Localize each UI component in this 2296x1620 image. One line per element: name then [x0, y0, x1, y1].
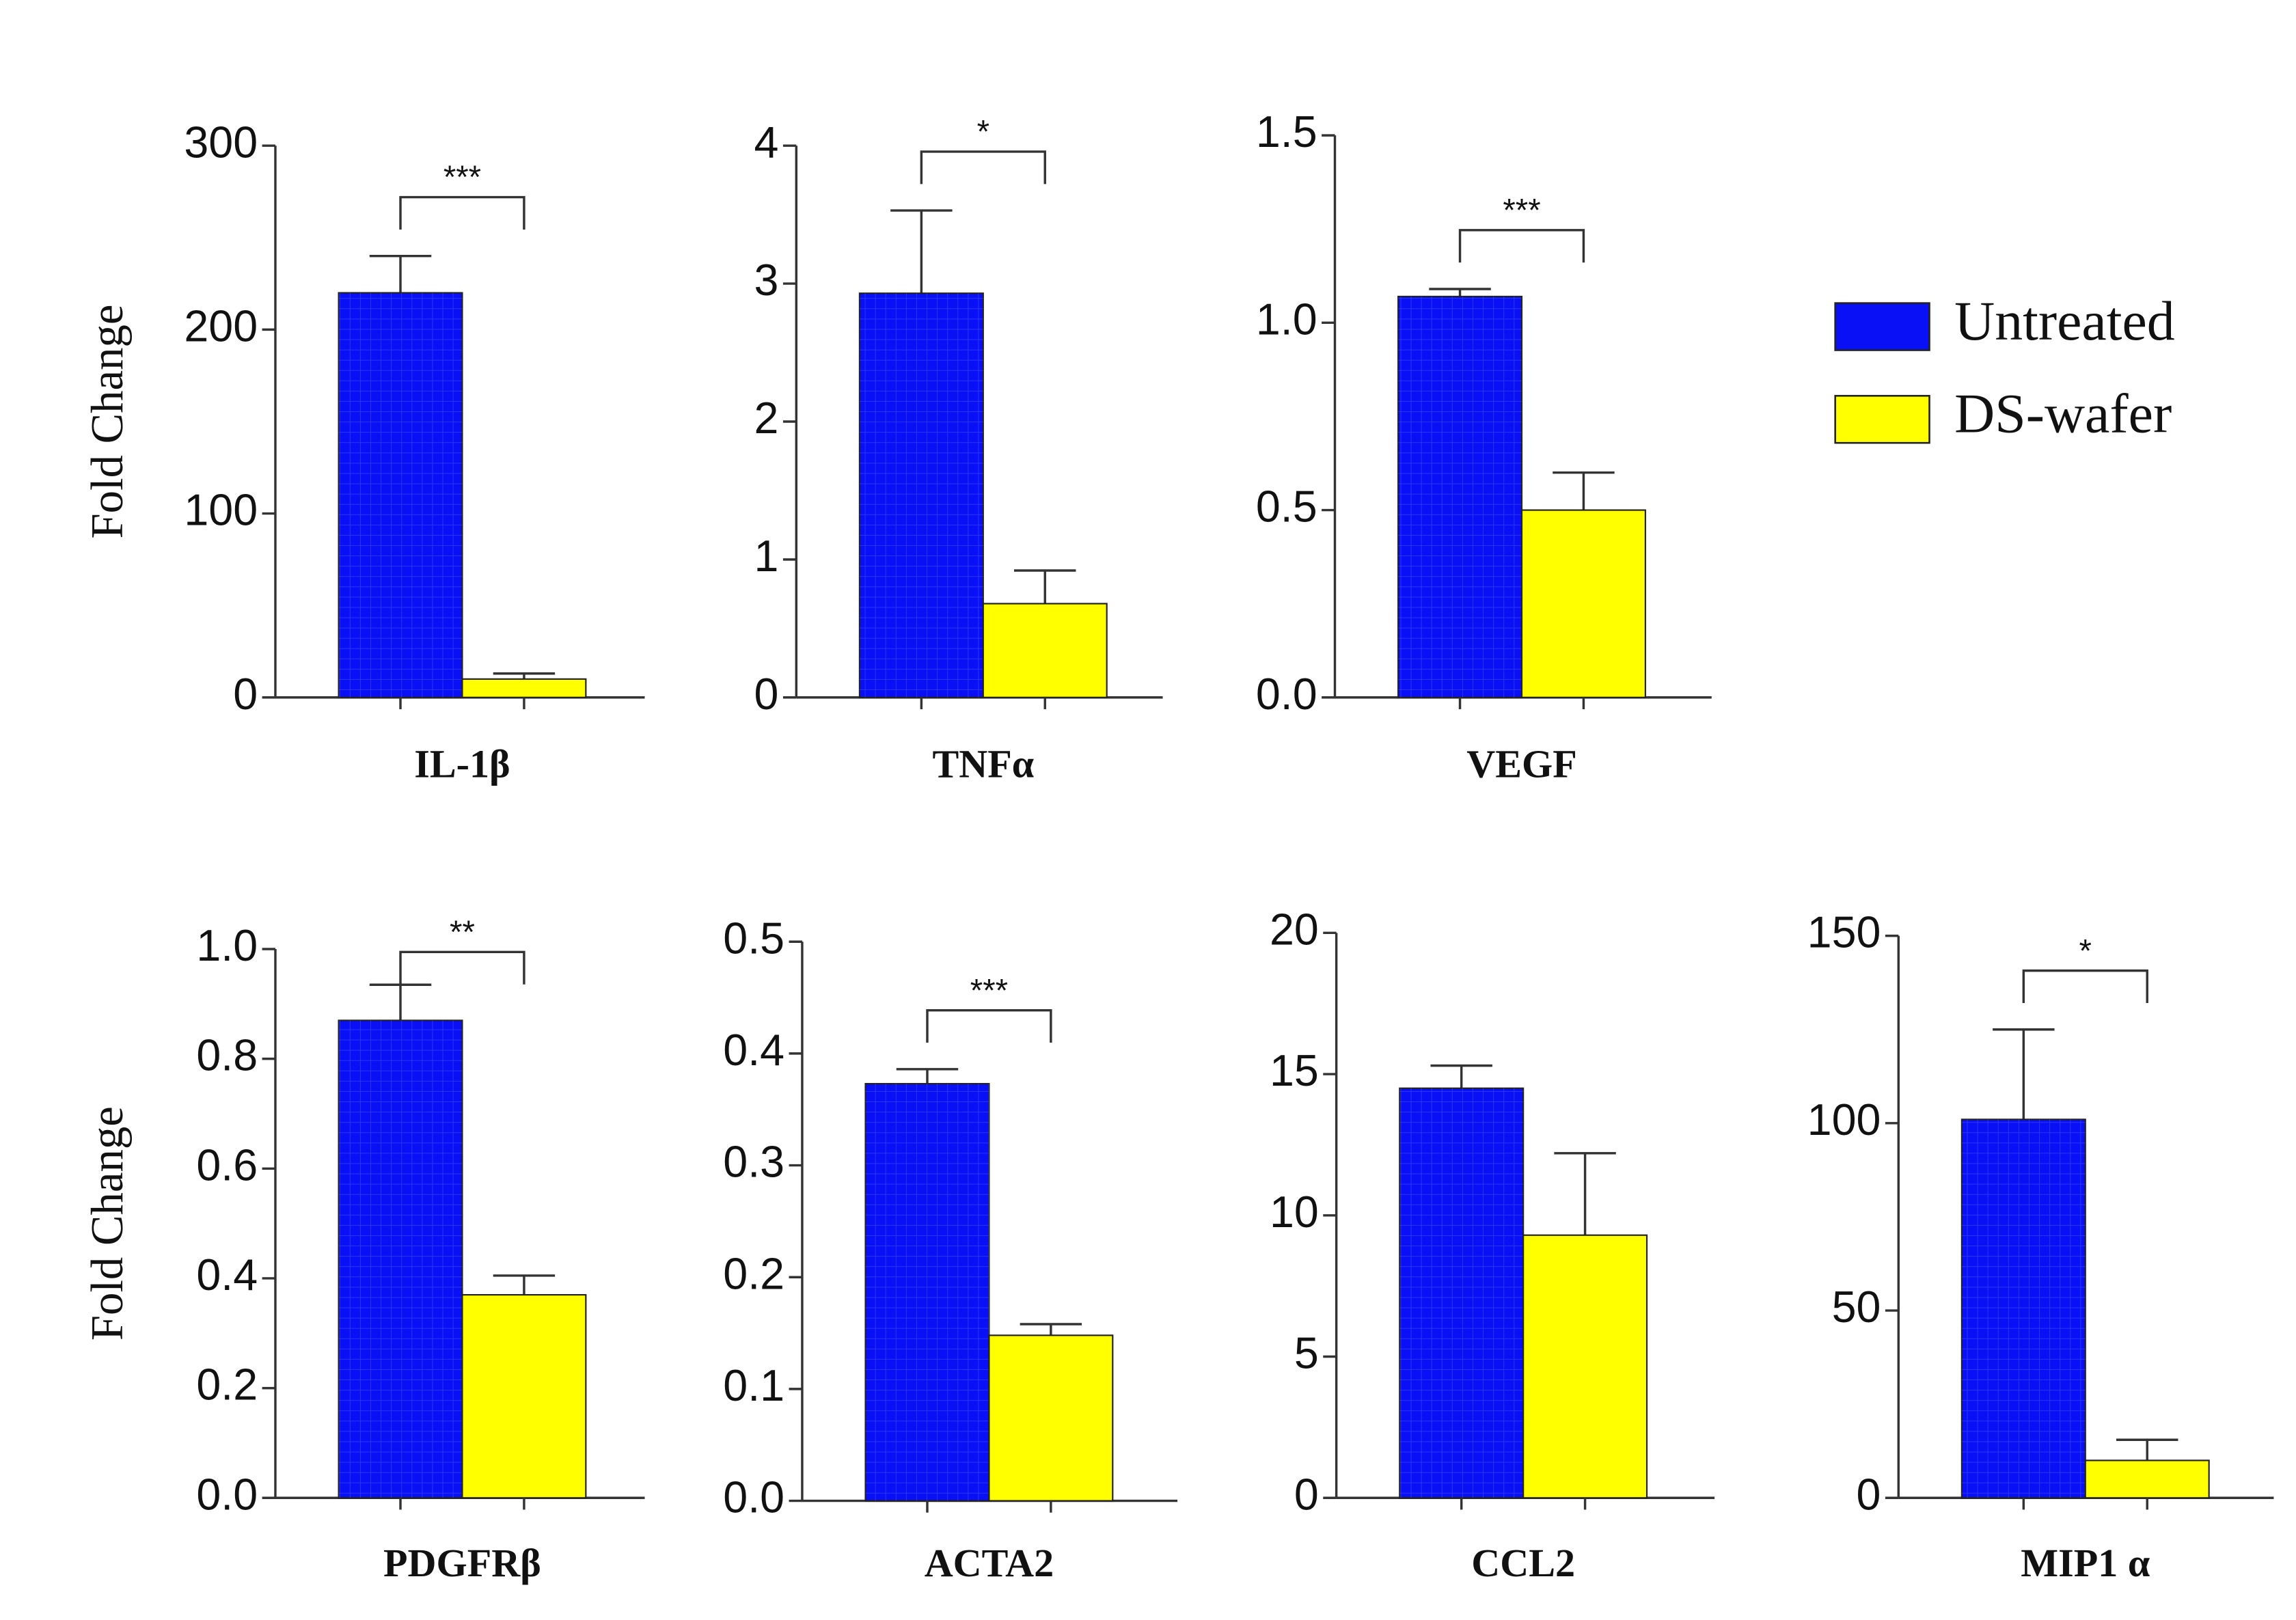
y-tick-label: 1: [754, 532, 779, 581]
significance-bracket: [399, 950, 525, 985]
chart-title: IL-1β: [414, 741, 510, 786]
y-tick-label: 0.1: [723, 1361, 784, 1410]
bar: [988, 1334, 1114, 1502]
bar: [461, 1293, 587, 1499]
y-tick-label: 3: [754, 256, 779, 305]
y-tick-label: 200: [184, 301, 258, 351]
y-tick-label: 1.5: [1256, 107, 1317, 156]
y-tick-label: 100: [1807, 1095, 1881, 1144]
y-tick-label: 0.4: [196, 1250, 258, 1300]
significance: ***: [1503, 193, 1540, 229]
bar: [2084, 1459, 2210, 1499]
y-tick-label: 0: [754, 670, 779, 719]
y-tick-label: 10: [1270, 1187, 1319, 1237]
y-tick-label: 100: [184, 486, 258, 535]
significance-bracket: [1458, 229, 1585, 263]
y-tick-label: 50: [1832, 1282, 1881, 1332]
bar-texture: [1398, 296, 1522, 698]
bar-texture: [865, 1084, 989, 1501]
y-tick-label: 15: [1270, 1046, 1319, 1095]
significance: ***: [443, 159, 481, 195]
legend-swatch: [1834, 394, 1930, 444]
bar-texture: [338, 1020, 463, 1498]
y-tick-label: 0.6: [196, 1140, 258, 1190]
y-tick-label: 0.3: [723, 1138, 784, 1187]
bar: [1520, 509, 1646, 698]
y-tick-label: 0.5: [1256, 482, 1317, 532]
y-tick-label: 20: [1270, 905, 1319, 954]
bar: [982, 603, 1108, 698]
y-tick-label: 0: [1294, 1470, 1319, 1519]
y-tick-label: 0.0: [723, 1473, 784, 1522]
chart-title: PDGFRβ: [383, 1541, 541, 1585]
y-tick-label: 5: [1294, 1329, 1319, 1378]
chart-title: ACTA2: [925, 1541, 1054, 1585]
y-tick-label: 1.0: [1256, 294, 1317, 344]
bar-texture: [859, 293, 983, 698]
y-tick-label: 2: [754, 394, 779, 443]
significance: **: [450, 914, 475, 950]
y-axis-label: Fold Change: [83, 1106, 133, 1341]
y-tick-label: 0: [1857, 1470, 1881, 1519]
legend-label: Untreated: [1954, 290, 2175, 352]
y-tick-label: 0.2: [723, 1249, 784, 1298]
bar-texture: [1399, 1088, 1524, 1498]
chart-title: MIP1 α: [2021, 1541, 2150, 1585]
chart-title: CCL2: [1471, 1541, 1575, 1585]
chart-title: TNFα: [932, 741, 1034, 786]
y-tick-label: 0.0: [196, 1470, 258, 1519]
legend-label: DS-wafer: [1954, 383, 2172, 445]
bar-texture: [1961, 1119, 2086, 1498]
significance: ***: [970, 972, 1008, 1008]
y-tick-label: 0.4: [723, 1026, 784, 1075]
y-tick-label: 0.2: [196, 1360, 258, 1410]
y-tick-label: 150: [1807, 908, 1881, 957]
y-axis-label: Fold Change: [83, 304, 133, 538]
significance-bracket: [399, 195, 525, 230]
bar: [1522, 1234, 1648, 1499]
y-tick-label: 4: [754, 118, 779, 167]
y-tick-label: 300: [184, 118, 258, 167]
y-tick-label: 1.0: [196, 921, 258, 970]
legend-swatch: [1834, 302, 1930, 351]
chart-title: VEGF: [1466, 741, 1576, 786]
y-tick-label: 0.8: [196, 1031, 258, 1080]
significance: *: [2079, 933, 2092, 969]
y-tick-label: 0.0: [1256, 670, 1317, 719]
y-tick-label: 0: [233, 670, 258, 719]
y-tick-label: 0.5: [723, 914, 784, 963]
significance-bracket: [2022, 969, 2148, 1003]
significance: *: [977, 114, 989, 150]
bar-texture: [338, 292, 463, 698]
significance-bracket: [926, 1008, 1052, 1043]
significance-bracket: [920, 150, 1046, 184]
bar: [461, 678, 587, 698]
